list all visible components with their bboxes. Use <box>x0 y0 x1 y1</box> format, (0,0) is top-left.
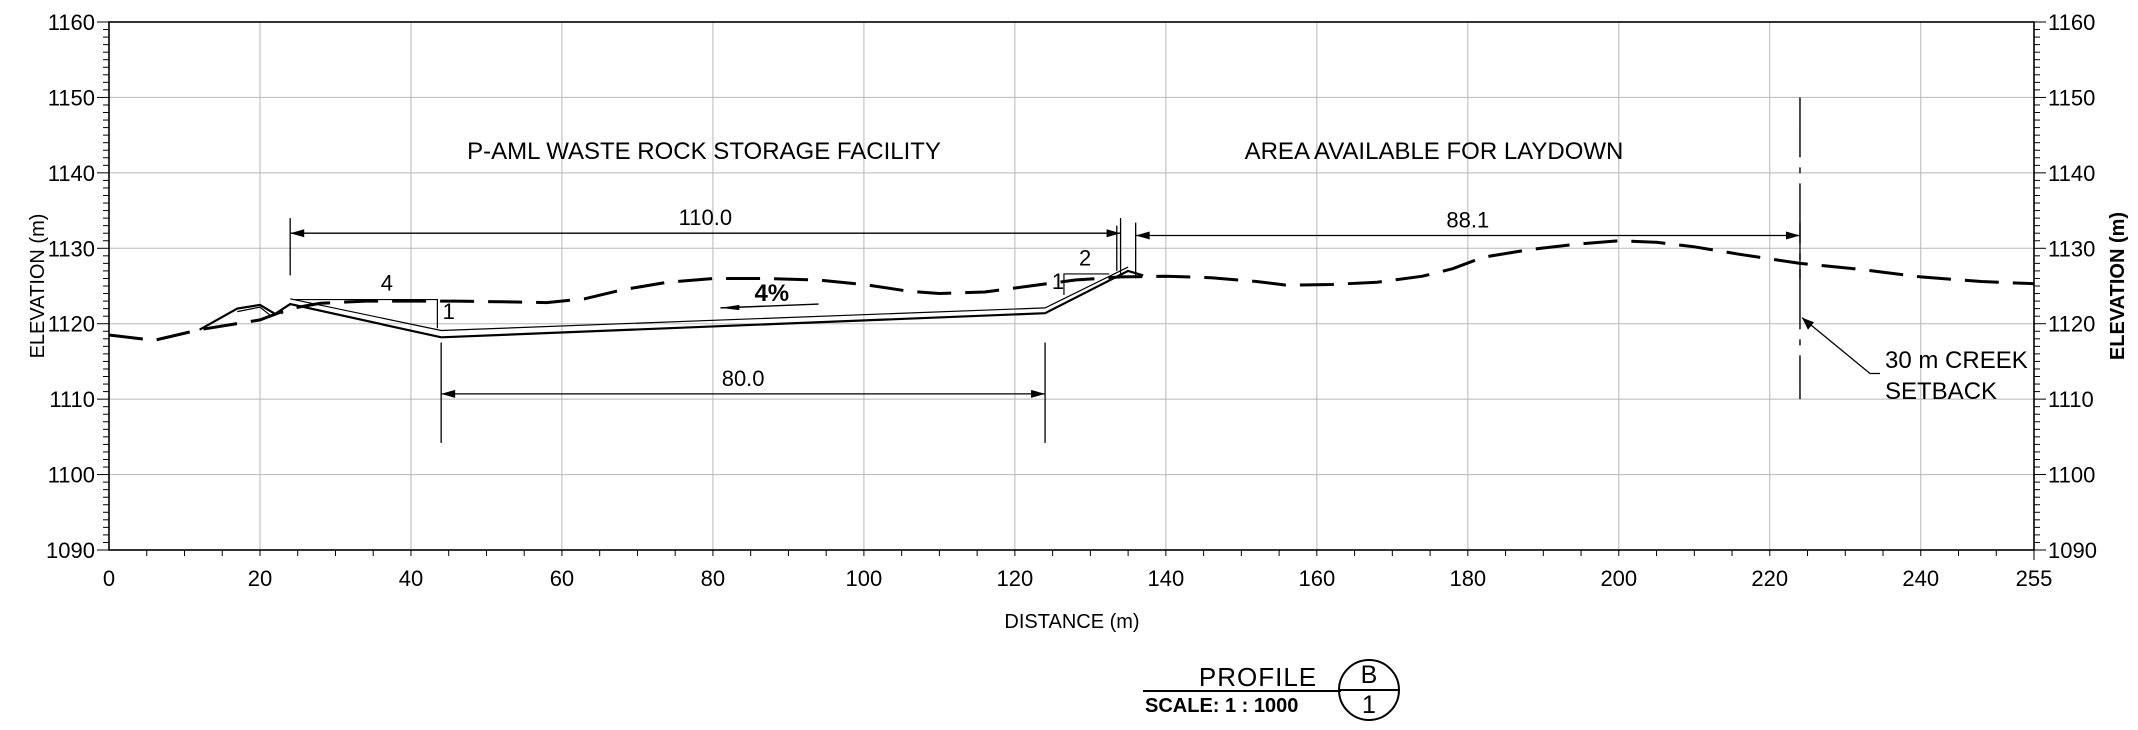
plot-frame <box>108 21 2035 551</box>
design-profile-inner <box>290 266 1129 332</box>
y-tick-label-left: 1100 <box>48 463 95 488</box>
setback-leader <box>1801 317 1880 375</box>
dimension-lines: 110.0 88.1 80.0 <box>289 97 1880 443</box>
title-block: PROFILE SCALE: 1 : 1000 B 1 <box>1143 659 1400 721</box>
x-tick-label: 40 <box>399 566 423 591</box>
x-tick-label: 200 <box>1600 566 1637 591</box>
x-tick-label: 140 <box>1148 566 1185 591</box>
sheet-number: 1 <box>1362 691 1376 719</box>
x-tick-label: 100 <box>846 566 883 591</box>
setback-label-line2: SETBACK <box>1885 378 1997 405</box>
facility-label: P-AML WASTE ROCK STORAGE FACILITY <box>467 138 941 165</box>
y-tick-label-left: 1120 <box>48 312 95 337</box>
slope-run-right: 2 <box>1079 246 1091 271</box>
slope-rise-left: 1 <box>443 299 455 324</box>
y-tick-label-right: 1140 <box>2048 161 2095 186</box>
dimension-arrow <box>1785 231 1800 240</box>
grid <box>109 22 2034 550</box>
y-tick-label-right: 1100 <box>2048 463 2095 488</box>
slope-triangle-right <box>1063 273 1110 296</box>
x-tick-label: 160 <box>1298 566 1335 591</box>
tick-labels: 0 20 40 60 80 100 120 140 160 180 200 220 240 255 1090… <box>46 10 2097 591</box>
dimension-arrow <box>441 389 456 398</box>
slope-run-left: 4 <box>381 271 393 296</box>
slope-rise-right: 1 <box>1052 269 1064 294</box>
y-tick-label-left: 1130 <box>48 236 95 261</box>
y-tick-label-left: 1150 <box>48 85 95 110</box>
y-tick-label-left: 1110 <box>49 387 95 412</box>
profile-title: PROFILE <box>1199 662 1317 692</box>
dimension-arrow <box>1031 389 1046 398</box>
y-tick-label-right: 1150 <box>2048 85 2095 110</box>
y-tick-label-right: 1120 <box>2048 312 2095 337</box>
existing-ground-line <box>108 239 2035 342</box>
x-axis-title: DISTANCE (m) <box>1004 611 1139 633</box>
y-axis-title-left: ELEVATION (m) <box>27 214 49 359</box>
dimension-arrow <box>290 229 305 238</box>
laydown-label: AREA AVAILABLE FOR LAYDOWN <box>1245 138 1624 165</box>
dimension-value: 88.1 <box>1446 207 1489 232</box>
y-tick-label-right: 1130 <box>2048 236 2095 261</box>
x-tick-label: 220 <box>1751 566 1788 591</box>
setback-label-line1: 30 m CREEK <box>1885 347 2028 374</box>
axis-ticks <box>97 21 2046 560</box>
y-tick-label-right: 1090 <box>2048 538 2097 563</box>
x-tick-label: 240 <box>1902 566 1939 591</box>
y-tick-label-right: 1110 <box>2048 387 2094 412</box>
dimension-arrow <box>1106 229 1121 238</box>
dimension-arrow <box>1135 231 1150 240</box>
x-tick-label: 180 <box>1449 566 1486 591</box>
y-tick-label-left: 1090 <box>46 538 95 563</box>
y-tick-label-right: 1160 <box>2048 10 2095 35</box>
grade-arrow-head <box>720 304 740 311</box>
x-tick-label: 0 <box>103 566 115 591</box>
section-letter: B <box>1361 661 1378 689</box>
grade-label: 4% <box>754 280 789 307</box>
x-tick-label: 80 <box>701 566 725 591</box>
setback-leader-arrow <box>1801 317 1814 330</box>
y-axis-title-right: ELEVATION (m) <box>2107 212 2129 360</box>
x-tick-label: 60 <box>550 566 574 591</box>
x-tick-label: 255 <box>2016 566 2053 591</box>
y-tick-label-left: 1160 <box>48 10 95 35</box>
x-tick-label: 120 <box>997 566 1034 591</box>
scale-label: SCALE: 1 : 1000 <box>1145 695 1298 717</box>
slope-triangle-left <box>293 298 438 329</box>
y-tick-label-left: 1140 <box>48 161 95 186</box>
x-tick-label: 20 <box>248 566 272 591</box>
dimension-value: 110.0 <box>679 205 732 230</box>
design-profile-outer <box>199 269 1144 339</box>
design-profile-toe <box>237 306 283 317</box>
dimension-value: 80.0 <box>722 366 765 391</box>
